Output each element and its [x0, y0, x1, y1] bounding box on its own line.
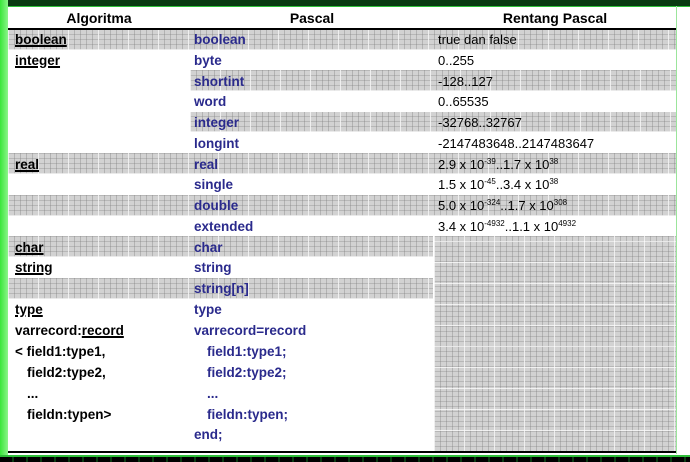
- table-bottom-border: [8, 451, 676, 453]
- pascal-type: string[n]: [194, 281, 249, 296]
- exponent: -45: [484, 177, 496, 186]
- pascal-type: string: [194, 260, 232, 275]
- window-left-border: [0, 0, 8, 462]
- pascal-type: real: [194, 157, 219, 172]
- pascal-record-line: varrecord=record: [194, 323, 307, 338]
- row-shade: [190, 70, 676, 91]
- window-bottom-border: [0, 455, 690, 462]
- exponent: -39: [484, 157, 496, 166]
- pascal-type: integer: [194, 115, 240, 130]
- record-declaration: varrecord:record: [15, 321, 124, 341]
- pascal-record-line: fieldn:typen;: [207, 407, 288, 422]
- algoritma-type: integer: [15, 53, 61, 68]
- mantissa: 5.0 x 10: [438, 198, 485, 213]
- pascal-record-line: ...: [207, 386, 219, 401]
- row-shade: [8, 195, 676, 216]
- row-shade: [8, 236, 433, 257]
- pascal-range: 1.5 x 10-45..3.4 x 1038: [438, 175, 558, 195]
- header-divider: [8, 28, 676, 30]
- pascal-type: single: [194, 177, 234, 192]
- pascal-record-line: type: [194, 302, 222, 317]
- pascal-type: extended: [194, 219, 254, 234]
- pascal-range: 2.9 x 10-39..1.7 x 1038: [438, 155, 558, 175]
- mantissa: ..1.1 x 10: [504, 219, 559, 234]
- pascal-record-line: end;: [194, 427, 223, 442]
- row-shade: [8, 30, 676, 50]
- record-field: fieldn:typen>: [27, 407, 112, 422]
- table-right-border: [676, 6, 677, 454]
- pascal-type: double: [194, 198, 239, 213]
- exponent: 38: [549, 177, 559, 186]
- algoritma-type: string: [15, 260, 53, 275]
- exponent: -4932: [484, 219, 505, 228]
- window-top-border: [0, 0, 690, 7]
- row-shade: [190, 112, 676, 132]
- mantissa: ..3.4 x 10: [495, 177, 550, 192]
- mantissa: 3.4 x 10: [438, 219, 485, 234]
- header-algoritma: Algoritma: [66, 10, 132, 26]
- record-type-keyword: type: [15, 302, 43, 317]
- pascal-type: longint: [194, 136, 239, 151]
- record-keyword: record: [81, 323, 124, 338]
- pascal-range: -2147483648..2147483647: [438, 136, 595, 151]
- pascal-record-line: field2:type2;: [207, 365, 287, 380]
- mantissa: ..1.7 x 10: [495, 157, 550, 172]
- pascal-range: 0..255: [438, 53, 475, 68]
- pascal-range: 3.4 x 10-4932..1.1 x 104932: [438, 217, 576, 237]
- pascal-type: char: [194, 240, 223, 255]
- pascal-range: -128..127: [438, 74, 493, 89]
- mantissa: ..1.7 x 10: [500, 198, 554, 213]
- pascal-type: word: [194, 94, 227, 109]
- pascal-range: -32768..32767: [438, 115, 522, 130]
- pascal-type: byte: [194, 53, 222, 68]
- pascal-record-line: field1:type1;: [207, 344, 287, 359]
- exponent: -324: [484, 198, 501, 207]
- header-pascal: Pascal: [289, 10, 335, 26]
- pascal-type: boolean: [194, 32, 246, 47]
- pascal-range: true dan false: [438, 32, 517, 47]
- pascal-type: shortint: [194, 74, 245, 89]
- record-name: varrecord:: [15, 323, 82, 338]
- range-empty-shade: [434, 236, 676, 452]
- algoritma-type: char: [15, 240, 44, 255]
- algoritma-type: real: [15, 157, 40, 172]
- record-field: field2:type2,: [27, 365, 106, 380]
- row-shade: [8, 153, 676, 174]
- exponent: 308: [553, 198, 568, 207]
- mantissa: 2.9 x 10: [438, 157, 485, 172]
- header-rentang: Rentang Pascal: [502, 10, 608, 26]
- pascal-range: 5.0 x 10-324..1.7 x 10308: [438, 196, 567, 216]
- mantissa: 1.5 x 10: [438, 177, 485, 192]
- row-shade: [8, 278, 433, 299]
- pascal-range: 0..65535: [438, 94, 489, 109]
- algoritma-type: boolean: [15, 32, 67, 47]
- record-field: < field1:type1,: [15, 344, 106, 359]
- record-field: ...: [27, 386, 39, 401]
- exponent: 38: [549, 157, 559, 166]
- exponent: 4932: [558, 219, 577, 228]
- data-type-table: Algoritma Pascal Rentang Pascal boolean b…: [8, 8, 676, 453]
